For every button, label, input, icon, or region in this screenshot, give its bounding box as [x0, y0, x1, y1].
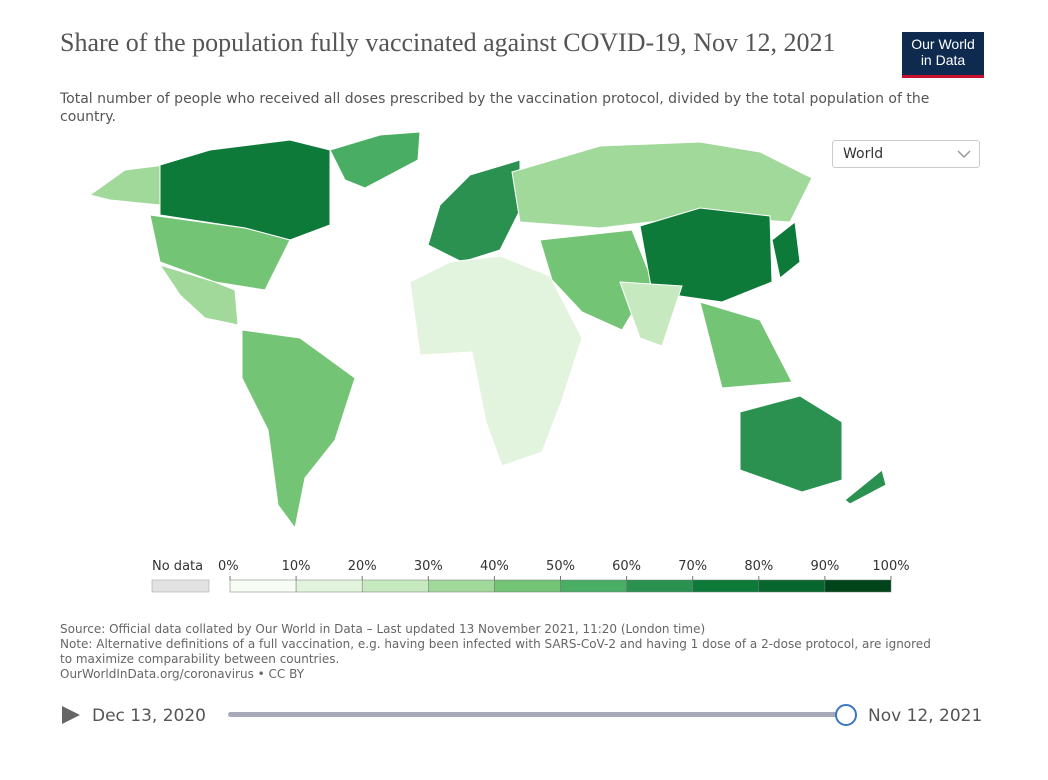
subtitle: Total number of people who received all …: [60, 91, 930, 125]
legend-tick-label: 90%: [810, 559, 839, 574]
license: OurWorldInData.org/coronavirus • CC BY: [60, 667, 305, 681]
chevron: [957, 150, 971, 159]
no-data-swatch: [151, 579, 210, 593]
legend-bin: [692, 579, 760, 593]
region-shape[interactable]: [539, 229, 653, 331]
region-shape[interactable]: [241, 329, 356, 530]
legend-tick-label: 50%: [546, 559, 575, 574]
region-shape[interactable]: [619, 281, 683, 347]
legend-bin: [428, 579, 495, 593]
legend-bin: [295, 579, 363, 593]
legend-tick-label: 70%: [678, 559, 707, 574]
dropdown-value: World: [843, 146, 884, 162]
region-shape[interactable]: [88, 164, 166, 206]
timeline-handle[interactable]: [835, 704, 857, 726]
region-shape[interactable]: [511, 141, 813, 229]
region-shape[interactable]: [158, 264, 239, 326]
legend-tick-label: 60%: [612, 559, 641, 574]
legend-bin: [494, 579, 561, 593]
logo-line: Our World: [911, 36, 975, 52]
legend-bin: [626, 579, 693, 593]
legend-tick-label: 30%: [414, 559, 443, 574]
legend-tick-label: 80%: [744, 559, 773, 574]
legend-tick-label: 10%: [282, 559, 311, 574]
legend-tick-label: 100%: [872, 559, 909, 574]
no-data-label: No data: [152, 559, 203, 574]
map: [88, 131, 887, 530]
region-shape[interactable]: [159, 139, 331, 241]
legend: No data 0% 10% 20% 30% 40% 50% 60% 70% 80% 90% 100%: [151, 559, 910, 593]
timeline: Dec 13, 2020 Nov 12, 2021: [62, 704, 982, 726]
source: Source: Official data collated by Our Wo…: [60, 622, 706, 636]
region-shape[interactable]: [149, 214, 291, 291]
timeline-track[interactable]: [228, 712, 846, 717]
logo-line: in Data: [920, 52, 966, 68]
logo[interactable]: Our World in Data: [902, 32, 984, 78]
legend-bin: [758, 579, 826, 593]
legend-bin: [824, 579, 892, 593]
region-shape[interactable]: [739, 395, 843, 493]
region-shape[interactable]: [771, 221, 801, 279]
footer: Source: Official data collated by Our Wo…: [60, 622, 940, 682]
timeline-start: Dec 13, 2020: [92, 706, 206, 726]
play-button[interactable]: [62, 706, 80, 724]
title: Share of the population fully vaccinated…: [60, 28, 836, 57]
legend-tick-label: 20%: [348, 559, 377, 574]
region-shape[interactable]: [409, 255, 583, 467]
region-shape[interactable]: [699, 301, 793, 389]
region-shape[interactable]: [844, 469, 887, 505]
note: Note: Alternative definitions of a full …: [60, 637, 931, 666]
region-shape[interactable]: [427, 159, 521, 263]
legend-tick-label: 0%: [218, 559, 239, 574]
region-shape[interactable]: [329, 131, 421, 189]
legend-bin: [560, 579, 627, 593]
region-dropdown[interactable]: World: [832, 140, 980, 168]
legend-tick-label: 40%: [480, 559, 509, 574]
legend-bin: [229, 579, 297, 593]
legend-bin: [361, 579, 429, 593]
timeline-end: Nov 12, 2021: [868, 706, 982, 726]
